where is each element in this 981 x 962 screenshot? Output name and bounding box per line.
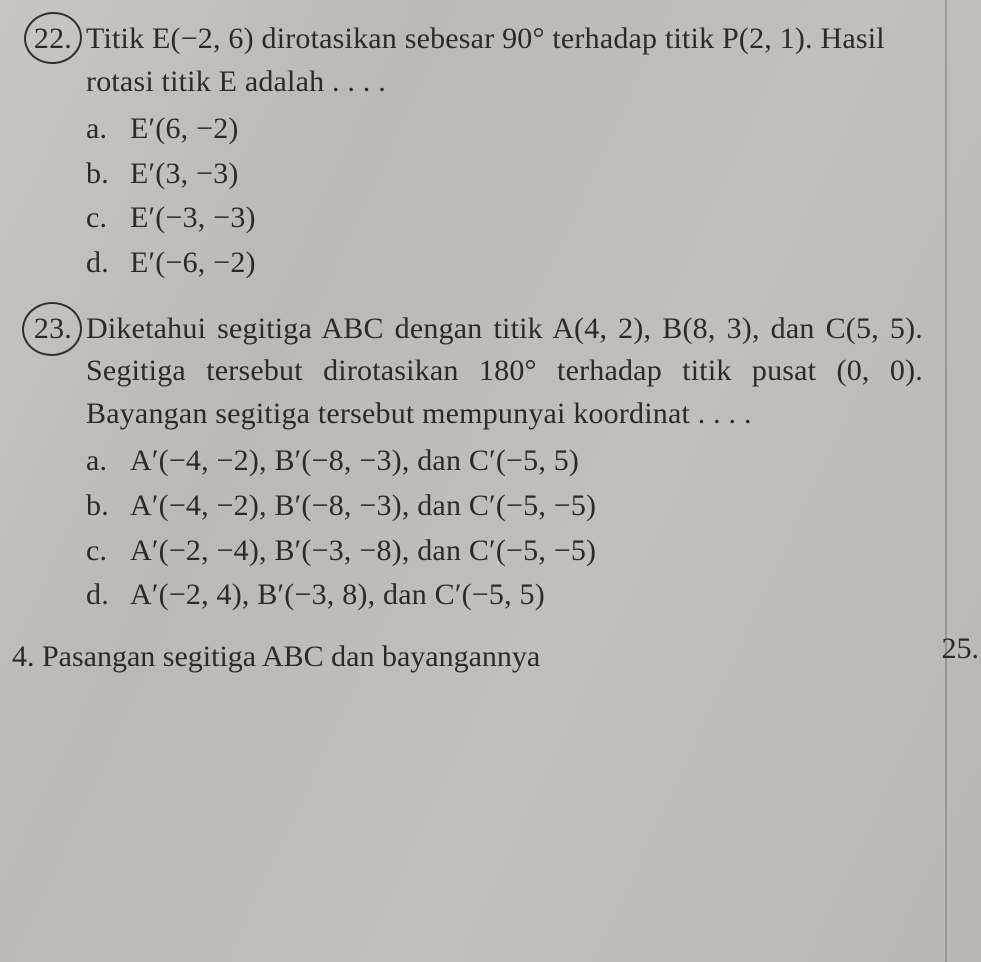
question-23: 23. Diketahui segitiga ABC dengan titik … (8, 308, 973, 618)
question-23-stem: Diketahui segitiga ABC dengan titik A(4,… (86, 308, 923, 436)
option-letter: d. (86, 574, 114, 617)
margin-rule-line (945, 0, 947, 962)
question-23-number: 23. (34, 308, 72, 351)
question-22-options: a. E′(6, −2) b. E′(3, −3) c. E′(−3, −3) … (86, 107, 923, 285)
question-23-option-c: c. A′(−2, −4), B′(−3, −8), dan C′(−5, −5… (86, 529, 923, 574)
option-text: E′(−3, −3) (130, 197, 256, 240)
option-text: E′(3, −3) (130, 153, 239, 196)
question-24-partial: 4. Pasangan segitiga ABC dan bayangannya (8, 640, 973, 674)
question-23-options: a. A′(−4, −2), B′(−8, −3), dan C′(−5, 5)… (86, 439, 923, 617)
option-text: E′(−6, −2) (130, 242, 256, 285)
question-23-number-text: 23. (34, 312, 72, 345)
question-22: 22. Titik E(−2, 6) dirotasikan sebesar 9… (8, 18, 973, 286)
option-letter: b. (86, 153, 114, 196)
option-letter: c. (86, 197, 114, 240)
question-23-number-wrap: 23. (8, 308, 86, 351)
question-22-stem: Titik E(−2, 6) dirotasikan sebesar 90° t… (86, 18, 923, 103)
question-22-option-d: d. E′(−6, −2) (86, 241, 923, 286)
question-22-option-c: c. E′(−3, −3) (86, 196, 923, 241)
question-22-option-a: a. E′(6, −2) (86, 107, 923, 152)
question-23-option-a: a. A′(−4, −2), B′(−8, −3), dan C′(−5, 5) (86, 439, 923, 484)
option-letter: c. (86, 530, 114, 573)
option-text: A′(−2, −4), B′(−3, −8), dan C′(−5, −5) (130, 530, 596, 573)
option-letter: a. (86, 108, 114, 151)
page: 22. Titik E(−2, 6) dirotasikan sebesar 9… (0, 0, 981, 962)
question-22-number-wrap: 22. (8, 18, 86, 61)
question-22-number-text: 22. (34, 22, 72, 55)
option-text: E′(6, −2) (130, 108, 239, 151)
question-23-body: Diketahui segitiga ABC dengan titik A(4,… (8, 308, 973, 618)
question-22-body: Titik E(−2, 6) dirotasikan sebesar 90° t… (8, 18, 973, 286)
option-letter: b. (86, 485, 114, 528)
option-text: A′(−2, 4), B′(−3, 8), dan C′(−5, 5) (130, 574, 545, 617)
question-23-option-b: b. A′(−4, −2), B′(−8, −3), dan C′(−5, −5… (86, 484, 923, 529)
option-text: A′(−4, −2), B′(−8, −3), dan C′(−5, 5) (130, 440, 579, 483)
question-22-option-b: b. E′(3, −3) (86, 152, 923, 197)
option-letter: d. (86, 242, 114, 285)
question-23-option-d: d. A′(−2, 4), B′(−3, 8), dan C′(−5, 5) (86, 573, 923, 618)
option-letter: a. (86, 440, 114, 483)
question-25-marker: 25. (942, 632, 980, 666)
question-22-number: 22. (34, 18, 72, 61)
option-text: A′(−4, −2), B′(−8, −3), dan C′(−5, −5) (130, 485, 596, 528)
